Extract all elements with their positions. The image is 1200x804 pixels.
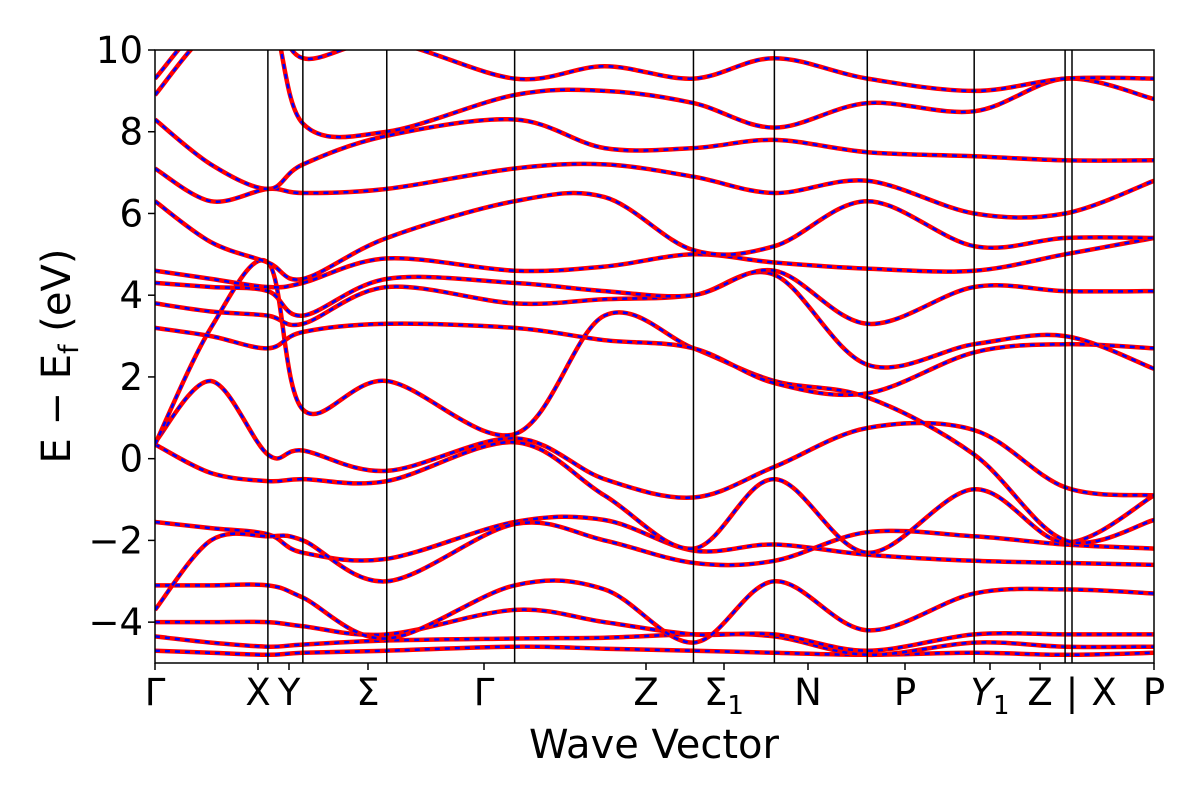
x-tick-label-8: P <box>894 671 916 714</box>
y-axis-title-main: E − E <box>34 354 80 464</box>
y-tick-label-2: 0 <box>119 438 143 481</box>
y-axis-title-sub: f <box>54 343 85 354</box>
y-axis-title-unit: (eV) <box>34 249 80 345</box>
band-5-dashed <box>155 521 1154 611</box>
band-10-dashed <box>155 270 1154 370</box>
band-0-dashed <box>155 645 1154 657</box>
y-tick-label-0: −4 <box>88 601 143 644</box>
band-6-solid <box>155 440 1154 555</box>
plot-background <box>155 50 1154 663</box>
x-axis-title: Wave Vector <box>529 722 780 768</box>
x-tick-label-0: Γ <box>145 671 166 714</box>
x-tick-label-12: X <box>1091 671 1116 714</box>
x-tick-label-2: Y <box>277 671 301 714</box>
plot-frame <box>154 49 1155 664</box>
y-tick-label-4: 4 <box>119 274 143 317</box>
x-tick-label-13: P <box>1143 671 1165 714</box>
kpoint-lines <box>267 50 1073 663</box>
x-tick-label-9: Y1 <box>970 671 1009 721</box>
x-tick-label-10: Z <box>1027 671 1052 714</box>
x-tick-label-7: N <box>794 671 822 714</box>
y-tick-label-3: 2 <box>119 356 143 399</box>
band-2-dashed <box>155 608 1154 652</box>
y-tick-label-1: −2 <box>88 519 143 562</box>
band-13-dashed <box>155 191 1154 281</box>
y-axis-ticks: −4 −2 0 2 4 6 8 10 <box>88 29 155 644</box>
y-tick-label-6: 8 <box>119 111 143 154</box>
band-12-dashed <box>155 236 1154 289</box>
x-axis-ticks: Γ X Y Σ Γ Z Σ1 N P Y1 Z | X P <box>145 663 1165 721</box>
x-tick-label-11: | <box>1066 671 1078 714</box>
y-tick-label-5: 6 <box>119 192 143 235</box>
x-tick-label-3: Σ <box>356 671 379 714</box>
x-tick-label-5: Z <box>633 671 658 714</box>
x-tick-label-1: X <box>245 671 270 714</box>
x-tick-label-4: Γ <box>474 671 495 714</box>
y-axis-title: E − Ef (eV) <box>34 249 85 464</box>
x-tick-label-6: Σ1 <box>704 671 744 721</box>
y-tick-label-7: 10 <box>96 29 143 72</box>
